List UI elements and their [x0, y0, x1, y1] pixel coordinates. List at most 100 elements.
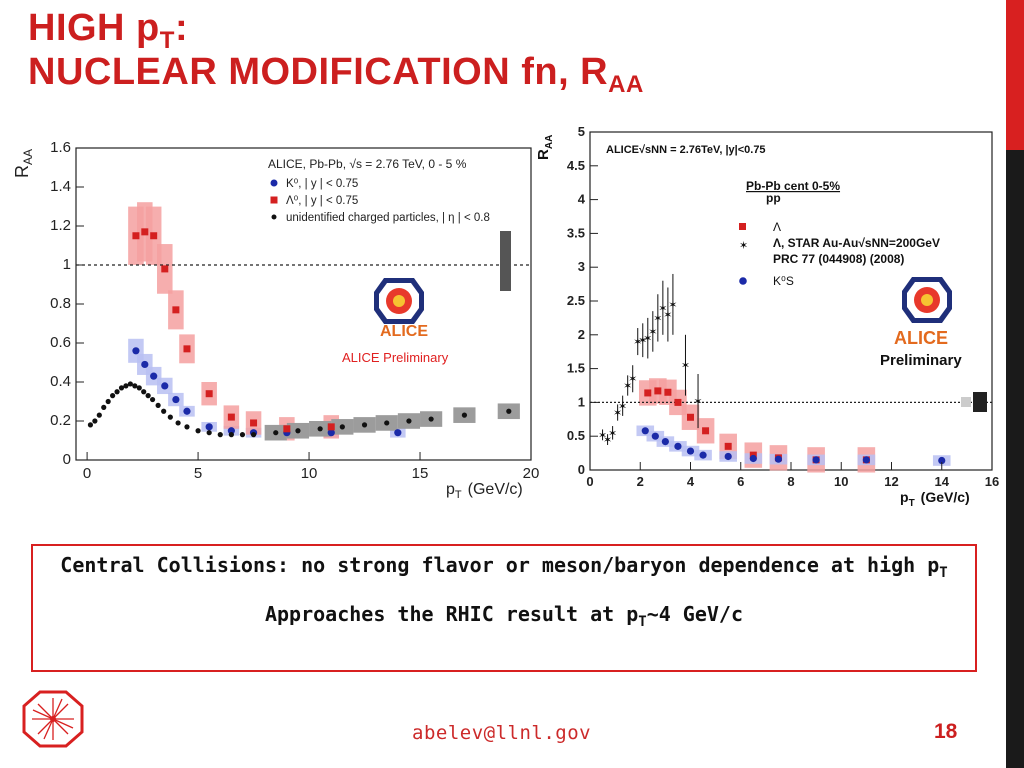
r-xtick-label-6: 12: [884, 474, 898, 489]
l-s2-point-19: [184, 424, 190, 430]
right-title: ALICE√sNN = 2.76TeV, |y|<0.75: [606, 144, 766, 156]
l-ytick-label-1: 0.2: [50, 412, 71, 429]
l-xtick-label-4: 20: [523, 465, 540, 482]
left-legend-title: ALICE, Pb-Pb, √s = 2.76 TeV, 0 - 5 %: [268, 157, 467, 171]
r-s1-point-3: ✶: [613, 408, 622, 420]
l-s1-point-0: [132, 232, 140, 240]
l-s0-point-6: [205, 423, 213, 431]
l-s2-point-14: [149, 396, 156, 403]
l-s2-point-2: [96, 412, 102, 418]
l-s2-point-30: [361, 422, 368, 428]
l-s0-point-5: [183, 407, 191, 415]
l-ytick-label-6: 1.2: [50, 217, 71, 234]
l-s0-point-4: [172, 395, 180, 404]
l-s2-point-18: [175, 420, 181, 426]
l-s1-point-6: [205, 390, 213, 398]
l-s2-point-6: [114, 389, 120, 395]
l-s2-point-20: [195, 428, 201, 434]
right-legend-k0s-marker: [739, 277, 747, 285]
r-s1-point-10: ✶: [648, 326, 657, 338]
r-s1-point-1: ✶: [603, 435, 612, 447]
r-s1-point-16: ✶: [693, 396, 702, 408]
r-ytick-label-0: 0: [578, 462, 585, 477]
right-legend-star-ref: PRC 77 (044908) (2008): [773, 252, 904, 266]
r-xtick-label-1: 2: [637, 474, 644, 489]
r-s1-point-14: ✶: [668, 299, 677, 311]
r-ytick-label-2: 1: [578, 394, 585, 409]
left-ylabel: RAA: [14, 149, 35, 178]
right-legend-header-2: pp: [766, 191, 781, 205]
summary-line-1: Central Collisions: no strong flavor or …: [60, 553, 948, 581]
l-s1-point-1: [141, 228, 149, 236]
r-s1-point-2: ✶: [608, 428, 617, 440]
right-annotation: Preliminary: [880, 352, 962, 369]
r-s2-point-8: [774, 455, 783, 463]
l-s1-point-5: [183, 345, 191, 353]
r-xtick-label-2: 4: [687, 474, 695, 489]
r-s2-point-7: [749, 454, 757, 463]
l-s2-point-29: [339, 424, 345, 430]
r-s2-point-10: [862, 456, 870, 464]
left-legend-charged-marker: [271, 214, 277, 220]
l-xtick-label-0: 0: [83, 465, 91, 482]
l-s2-point-25: [250, 432, 257, 438]
l-ytick-label-0: 0: [63, 451, 71, 468]
r-ytick-label-10: 5: [578, 124, 585, 139]
l-s1-point-3: [161, 265, 169, 273]
r-s2-point-0: [641, 427, 649, 435]
footer-email[interactable]: abelev@llnl.gov: [412, 722, 592, 744]
left-legend-k0-marker: [270, 179, 278, 187]
l-s2-point-10: [132, 383, 138, 389]
r-ytick-label-4: 2: [578, 327, 585, 342]
l-s2-point-12: [141, 389, 147, 395]
r-s0-point-2: [664, 388, 672, 396]
r-s1-point-7: ✶: [633, 337, 642, 349]
left-annotation: ALICE Preliminary: [342, 350, 449, 365]
left-legend-charged: unidentified charged particles, | η | < …: [286, 212, 490, 224]
r-s1-point-11: ✶: [653, 313, 662, 325]
r-ytick-label-8: 4: [578, 192, 586, 207]
r-s1-point-12: ✶: [658, 303, 667, 315]
accent-sidebar-dark: [1006, 150, 1024, 768]
r-xtick-label-3: 6: [737, 474, 744, 489]
r-ytick-label-3: 1.5: [567, 361, 585, 376]
r-xtick-label-4: 8: [787, 474, 794, 489]
l-s2-point-28: [317, 426, 323, 432]
l-s1-point-10: [327, 423, 335, 431]
l-ytick-label-5: 1: [63, 256, 71, 273]
l-s0-point-2: [150, 372, 158, 380]
r-s2-point-6: [724, 452, 732, 461]
l-s2-point-3: [101, 404, 107, 410]
r-s2-point-5: [699, 451, 707, 459]
l-s2-point-32: [406, 418, 412, 424]
l-s2-point-22: [217, 432, 223, 438]
l-s1-point-4: [172, 306, 180, 314]
r-ytick-label-1: 0.5: [567, 428, 585, 443]
l-s2-point-26: [273, 430, 279, 436]
l-s1-point-7: [227, 413, 235, 421]
l-s2-point-27: [295, 428, 301, 434]
r-s2-point-3: [674, 442, 682, 450]
r-xtick-label-0: 0: [586, 474, 593, 489]
right-legend-star-marker: ✶: [739, 240, 748, 252]
l-s2-point-1: [92, 418, 98, 424]
title-line-1: HIGH pT:: [28, 7, 189, 54]
l-ytick-label-3: 0.6: [50, 334, 71, 351]
l-s2-point-24: [239, 432, 246, 438]
r-ytick-label-9: 4.5: [567, 158, 585, 173]
l-s1-point-2: [150, 232, 158, 240]
r-xtick-label-8: 16: [985, 474, 999, 489]
l-xtick-label-3: 15: [412, 465, 429, 482]
l-s1-point-9: [283, 425, 291, 433]
left-legend-k0: K⁰, | y | < 0.75: [286, 178, 358, 190]
left-legend: ALICE, Pb-Pb, √s = 2.76 TeV, 0 - 5 % K⁰,…: [268, 157, 490, 224]
l-s2-point-13: [145, 393, 151, 399]
right-legend-header-1: Pb-Pb cent 0-5%: [746, 179, 840, 193]
r-s0-point-1: [654, 387, 662, 395]
r-ytick-label-5: 2.5: [567, 293, 585, 308]
l-s2-point-17: [167, 414, 173, 420]
l-s2-point-0: [87, 422, 94, 428]
r-s1-point-0: ✶: [598, 430, 607, 442]
right-ylabel: RAA: [535, 135, 555, 160]
l-ytick-label-2: 0.4: [50, 373, 71, 390]
